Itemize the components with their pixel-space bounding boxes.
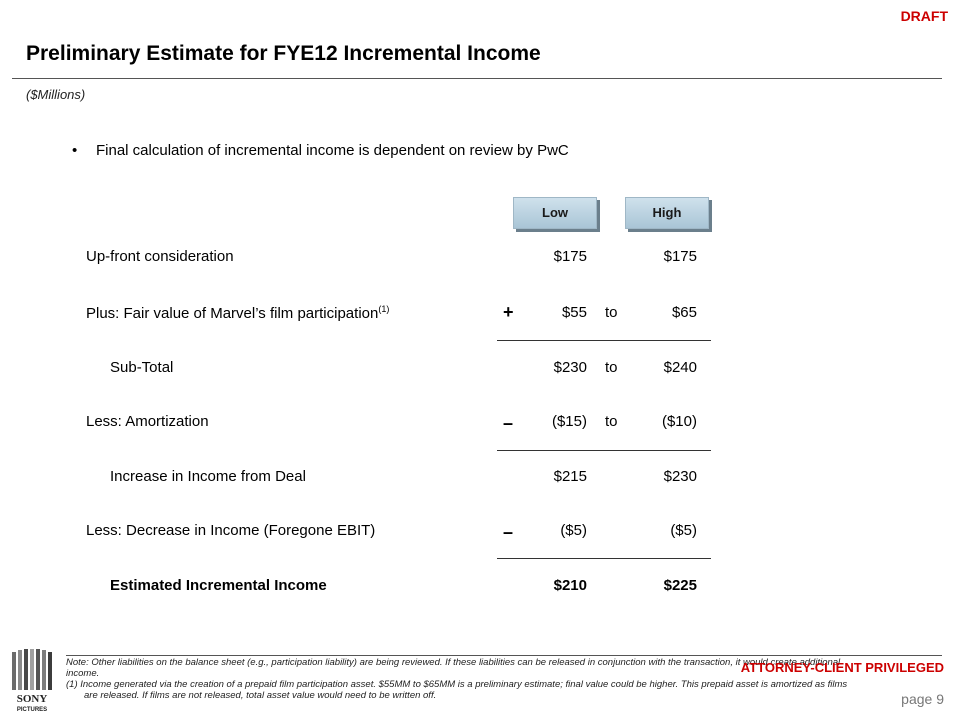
row-low-amortization: ($15) — [551, 413, 587, 430]
footer-note: Note: Other liabilities on the balance s… — [66, 657, 841, 679]
row-low-subtotal: $230 — [553, 359, 587, 376]
range-to-subtotal: to — [605, 359, 618, 376]
row-label-fair-value: Plus: Fair value of Marvel’s film partic… — [86, 304, 389, 322]
bullet-icon: • — [72, 142, 78, 159]
row-label-subtotal: Sub-Total — [110, 359, 174, 376]
footnote-marker: (1) — [378, 304, 390, 314]
row-high-increase-income: $230 — [663, 468, 697, 485]
logo-stripes-icon — [12, 649, 52, 690]
row-low-estimated-income: $210 — [553, 577, 587, 594]
total-rule — [497, 558, 711, 559]
range-to-fair-value: to — [605, 304, 618, 321]
row-high-amortization: ($10) — [661, 413, 697, 430]
row-high-foregone-ebit: ($5) — [670, 522, 697, 539]
row-label-upfront-consideration: Up-front consideration — [86, 248, 234, 265]
footer-divider — [66, 655, 942, 656]
row-high-fair-value: $65 — [671, 304, 697, 321]
row-high-upfront-consideration: $175 — [663, 248, 697, 265]
privileged-label: ATTORNEY-CLIENT PRIVILEGED — [740, 660, 944, 675]
row-high-estimated-income: $225 — [663, 577, 697, 594]
page-number: page 9 — [901, 691, 944, 707]
range-to-amortization: to — [605, 413, 618, 430]
draft-label: DRAFT — [900, 8, 948, 24]
row-low-upfront-consideration: $175 — [553, 248, 587, 265]
column-header-low: Low — [513, 197, 597, 229]
row-low-increase-income: $215 — [553, 468, 587, 485]
row-low-fair-value: $55 — [561, 304, 587, 321]
row-label-increase-income: Increase in Income from Deal — [110, 468, 306, 485]
plus-operator: + — [503, 302, 514, 322]
minus-operator-ebit: – — [503, 522, 514, 542]
bullet-text: Final calculation of incremental income … — [96, 142, 569, 159]
sony-pictures-logo: SONY PICTURES — [12, 649, 52, 713]
row-label-foregone-ebit: Less: Decrease in Income (Foregone EBIT) — [86, 522, 376, 539]
footnote-1: (1) Income generated via the creation of… — [66, 679, 848, 701]
fair-value-label-text: Plus: Fair value of Marvel’s film partic… — [86, 305, 379, 322]
logo-text-pictures: PICTURES — [17, 707, 47, 713]
bullet-item: • Final calculation of incremental income… — [72, 142, 569, 159]
units-subtitle: ($Millions) — [26, 87, 86, 102]
row-label-amortization: Less: Amortization — [86, 413, 209, 430]
footer-notes: Note: Other liabilities on the balance s… — [66, 657, 856, 701]
increase-rule — [497, 450, 711, 451]
minus-operator: – — [503, 413, 514, 433]
title-divider — [12, 78, 942, 79]
column-header-high: High — [625, 197, 709, 229]
row-label-estimated-income: Estimated Incremental Income — [110, 577, 327, 594]
row-high-subtotal: $240 — [663, 359, 697, 376]
page-title: Preliminary Estimate for FYE12 Increment… — [26, 42, 541, 65]
logo-text-sony: SONY — [17, 693, 48, 705]
subtotal-rule — [497, 340, 711, 341]
row-low-foregone-ebit: ($5) — [560, 522, 587, 539]
